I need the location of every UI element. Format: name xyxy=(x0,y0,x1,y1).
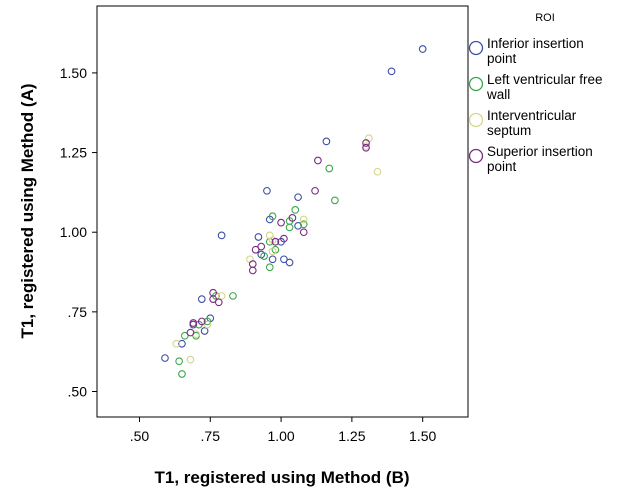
data-point-series-3 xyxy=(299,215,308,224)
legend-label: Superior insertion xyxy=(487,144,593,159)
legend-marker xyxy=(468,148,484,164)
data-point-series-2 xyxy=(325,164,334,173)
legend-label: wall xyxy=(486,87,510,102)
y-axis-ticks: .50 .75 1.00 1.25 1.50 xyxy=(60,65,97,400)
data-point-series-2 xyxy=(299,220,308,229)
data-point-series-1 xyxy=(178,339,186,348)
data-point-series-1 xyxy=(280,255,288,264)
data-point-series-1 xyxy=(217,231,226,240)
data-point-series-3 xyxy=(172,339,181,348)
data-points xyxy=(161,45,427,378)
data-point-series-1 xyxy=(161,354,169,362)
x-tick-label: 1.50 xyxy=(409,428,436,444)
data-point-series-4 xyxy=(362,139,370,147)
data-point-series-1 xyxy=(294,193,302,202)
data-point-series-4 xyxy=(362,143,370,152)
data-point-series-4 xyxy=(271,237,280,246)
data-point-series-3 xyxy=(217,292,226,300)
data-point-series-2 xyxy=(203,317,212,326)
data-point-series-3 xyxy=(203,320,212,329)
data-point-series-4 xyxy=(248,260,257,268)
data-point-series-2 xyxy=(260,252,268,260)
legend-marker xyxy=(468,112,484,128)
legend-label: point xyxy=(487,51,517,66)
data-point-series-4 xyxy=(251,245,260,254)
data-point-series-1 xyxy=(285,258,294,267)
x-tick-label: 1.00 xyxy=(267,428,294,444)
y-axis-title: T1, registered using Method (A) xyxy=(18,83,37,338)
data-point-series-1 xyxy=(263,186,271,195)
legend-label: Left ventricular free xyxy=(487,72,603,87)
data-point-series-2 xyxy=(229,292,237,300)
data-point-series-1 xyxy=(197,295,206,303)
data-point-series-4 xyxy=(189,319,198,327)
data-point-series-4 xyxy=(214,298,223,307)
data-point-series-4 xyxy=(299,228,308,237)
legend-label: point xyxy=(487,159,517,174)
data-point-series-1 xyxy=(268,255,277,264)
y-tick-label: 1.00 xyxy=(60,224,87,240)
x-axis-ticks: .50 .75 1.00 1.25 1.50 xyxy=(130,417,437,444)
data-point-series-2 xyxy=(331,196,339,205)
y-tick-label: .50 xyxy=(68,384,88,400)
data-point-series-4 xyxy=(186,328,195,337)
data-point-series-1 xyxy=(387,67,396,76)
data-point-series-1 xyxy=(322,137,331,146)
x-tick-label: .75 xyxy=(201,428,221,444)
data-point-series-2 xyxy=(291,206,300,214)
data-point-series-3 xyxy=(192,330,200,339)
legend-marker xyxy=(468,40,484,56)
y-tick-label: 1.50 xyxy=(60,65,87,81)
data-point-series-1 xyxy=(418,45,427,53)
data-point-series-3 xyxy=(373,167,382,176)
data-point-series-4 xyxy=(209,295,217,303)
y-tick-label: .75 xyxy=(68,304,88,320)
y-tick-label: 1.25 xyxy=(60,145,87,161)
data-point-series-2 xyxy=(180,331,189,340)
x-tick-label: .50 xyxy=(130,428,150,444)
data-point-series-2 xyxy=(265,263,274,272)
data-point-series-1 xyxy=(200,327,209,335)
data-point-series-4 xyxy=(311,186,319,195)
legend-marker xyxy=(468,76,484,92)
data-point-series-4 xyxy=(280,234,288,243)
data-point-series-3 xyxy=(268,247,277,256)
data-point-series-4 xyxy=(314,156,322,165)
data-point-series-2 xyxy=(178,370,186,378)
data-point-series-4 xyxy=(257,242,266,251)
data-point-series-4 xyxy=(197,317,206,326)
data-point-series-4 xyxy=(277,218,285,227)
x-tick-label: 1.25 xyxy=(338,428,365,444)
x-axis-title: T1, registered using Method (B) xyxy=(154,468,409,487)
plot-area xyxy=(96,5,469,418)
data-point-series-2 xyxy=(175,357,183,366)
data-point-series-4 xyxy=(288,214,297,222)
legend-label: septum xyxy=(487,123,531,138)
data-point-series-2 xyxy=(285,223,294,232)
data-point-series-2 xyxy=(268,212,277,221)
data-point-series-1 xyxy=(254,233,263,241)
legend-title: ROI xyxy=(535,12,555,24)
data-point-series-1 xyxy=(294,221,302,230)
legend-label: Inferior insertion xyxy=(487,36,584,51)
data-point-series-3 xyxy=(186,355,195,364)
legend-label: Interventricular xyxy=(487,108,577,123)
